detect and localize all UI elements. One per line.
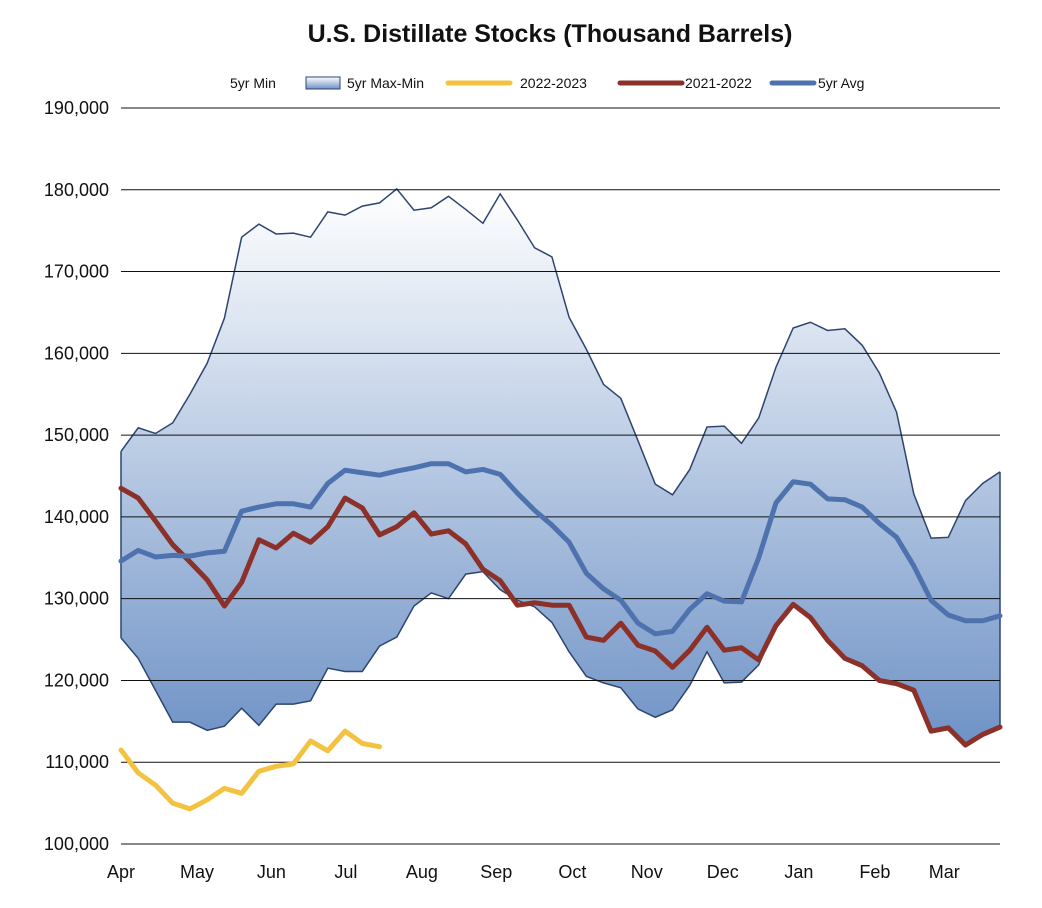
x-tick-label: Jul [334, 862, 357, 882]
x-tick-label: Aug [406, 862, 438, 882]
chart-title: U.S. Distillate Stocks (Thousand Barrels… [307, 20, 793, 48]
y-tick-label: 150,000 [44, 425, 109, 445]
legend-swatch-5yr-max-min [305, 76, 341, 90]
y-tick-label: 170,000 [44, 262, 109, 282]
y-tick-label: 100,000 [44, 834, 109, 854]
y-tick-label: 110,000 [45, 752, 109, 772]
legend-label-5yr-max-min: 5yr Max-Min [347, 75, 424, 91]
y-tick-label: 160,000 [44, 343, 109, 363]
x-tick-label: Mar [929, 862, 960, 882]
y-tick-label: 130,000 [44, 589, 109, 609]
series-line-5yr-avg [118, 461, 1003, 637]
x-tick-label: Apr [107, 862, 135, 882]
legend-label-2022-2023: 2022-2023 [520, 75, 587, 91]
x-tick-label: Sep [480, 862, 512, 882]
x-tick-label: May [180, 862, 214, 882]
x-tick-label: Oct [558, 862, 586, 882]
legend-label-5yr-min: 5yr Min [230, 75, 276, 91]
x-tick-label: Jun [257, 862, 286, 882]
y-tick-label: 120,000 [44, 670, 109, 690]
legend: 5yr Min 5yr Max-Min 2022-2023 2021-2022 … [230, 75, 864, 91]
y-tick-label: 180,000 [44, 180, 109, 200]
legend-label-5yr-avg: 5yr Avg [818, 75, 864, 91]
x-tick-label: Jan [784, 862, 813, 882]
band-5yr-max-min [121, 188, 1000, 746]
y-tick-label: 190,000 [44, 98, 109, 118]
band-5yr-max-line [120, 187, 1001, 539]
x-tick-label: Dec [707, 862, 739, 882]
series-line-2021-2022 [118, 485, 1003, 748]
y-tick-label: 140,000 [44, 507, 109, 527]
legend-label-2021-2022: 2021-2022 [685, 75, 752, 91]
x-tick-label: Nov [631, 862, 663, 882]
x-tick-label: Feb [859, 862, 890, 882]
series-line-2022-2023 [118, 728, 383, 812]
